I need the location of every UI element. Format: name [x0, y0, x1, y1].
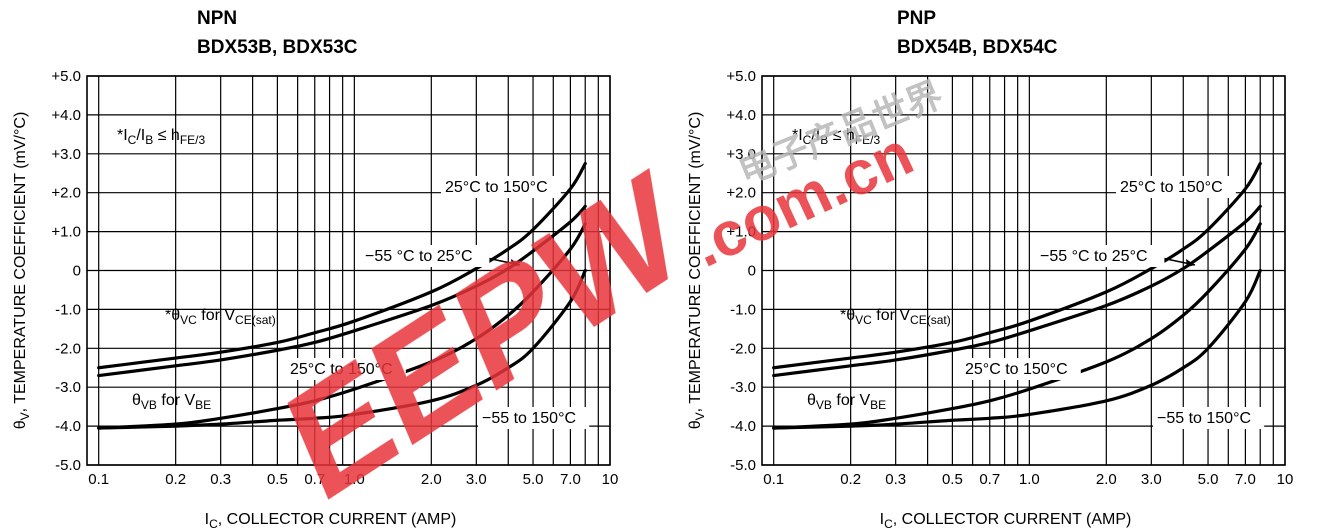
x-tick-label: 1.0: [344, 471, 365, 488]
y-tick-label: +5.0: [51, 68, 81, 85]
x-tick-label: 0.3: [885, 471, 906, 488]
series-line-0: [97, 161, 587, 370]
annotation-label: 25°C to 150°C: [445, 179, 548, 196]
x-tick-label: 5.0: [1198, 471, 1219, 488]
annotation-label: θVB for VBE: [132, 392, 211, 412]
annotation-label: *θVC for VCE(sat): [840, 307, 951, 327]
leader-arrowhead: [511, 259, 520, 267]
annotation-bg: [1153, 407, 1265, 429]
y-tick-label: -1.0: [730, 301, 756, 318]
y-tick-label: +3.0: [726, 146, 756, 163]
y-tick-label: -1.0: [55, 301, 81, 318]
annotation-label: *θVC for VCE(sat): [165, 307, 276, 327]
x-tick-label: 2.0: [1096, 471, 1117, 488]
annotation-label: −55 °C to 25°C: [1040, 248, 1148, 265]
chart-pnp: PNP BDX54B, BDX54C +5.0 +4.0 +3.0 +2.0 +1.0 0 -1…: [687, 8, 1293, 531]
annotation-label: −55 °C to 25°C: [365, 248, 473, 265]
y-tick-label: 0: [748, 263, 756, 280]
y-axis-label: θV, TEMPERATURE COEFFICIENT (mV/°C): [687, 112, 707, 430]
y-tick-label: +2.0: [726, 185, 756, 202]
x-axis-label: IC, COLLECTOR CURRENT (AMP): [205, 511, 457, 531]
series-line-1: [97, 204, 587, 378]
x-tick-label: 0.2: [840, 471, 861, 488]
x-tick-label: 2.0: [421, 471, 442, 488]
annotation-label: −55 to 150°C: [482, 410, 576, 427]
x-tick-label: 10: [1277, 471, 1294, 488]
annotation-bg: [961, 358, 1081, 380]
annotation-bg: [1116, 176, 1236, 198]
y-tick-label: +5.0: [726, 68, 756, 85]
y-tick-label: -2.0: [730, 340, 756, 357]
chart-title: PNP: [897, 8, 936, 29]
y-tick-label: +4.0: [51, 107, 81, 124]
y-tick-label: -2.0: [55, 340, 81, 357]
series-line-3: [772, 268, 1262, 430]
y-tick-label: 0: [73, 263, 81, 280]
annotation-label: −55 to 150°C: [1157, 410, 1251, 427]
chart-title: NPN: [197, 8, 237, 29]
x-tick-label: 0.1: [763, 471, 784, 488]
x-tick-label: 0.5: [267, 471, 288, 488]
x-tick-label: 1.0: [1019, 471, 1040, 488]
condition-label: *IC/IB ≤ hFE/3: [792, 127, 880, 147]
y-tick-label: +1.0: [726, 224, 756, 241]
y-axis-label: θV, TEMPERATURE COEFFICIENT (mV/°C): [12, 112, 32, 430]
y-tick-label: -5.0: [730, 457, 756, 474]
y-tick-label: -3.0: [730, 379, 756, 396]
y-tick-label: -4.0: [730, 418, 756, 435]
x-tick-label: 0.3: [210, 471, 231, 488]
annotation-label: 25°C to 150°C: [290, 361, 393, 378]
annotation-bg: [361, 245, 490, 267]
chart-npn: NPN BDX53B, BDX53C +5.0 +4.0 +3.0 +2.0 +1.0 0 -1…: [12, 8, 618, 531]
plot-frame: [86, 75, 611, 466]
plot-frame: [761, 75, 1286, 466]
x-tick-label: 7.0: [1235, 471, 1256, 488]
x-tick-label: 3.0: [1141, 471, 1162, 488]
annotation-label: 25°C to 150°C: [1120, 179, 1223, 196]
y-tick-label: -3.0: [55, 379, 81, 396]
x-tick-label: 10: [602, 471, 619, 488]
y-tick-label: +3.0: [51, 146, 81, 163]
series-line-0: [772, 161, 1262, 370]
x-tick-label: 7.0: [560, 471, 581, 488]
x-tick-label: 0.5: [942, 471, 963, 488]
x-tick-label: 0.7: [979, 471, 1000, 488]
series-line-3: [97, 268, 587, 430]
y-tick-label: +4.0: [726, 107, 756, 124]
x-tick-label: 3.0: [466, 471, 487, 488]
series-line-1: [772, 204, 1262, 378]
chart-subtitle: BDX54B, BDX54C: [897, 37, 1058, 58]
annotation-bg: [1036, 245, 1165, 267]
x-axis-label: IC, COLLECTOR CURRENT (AMP): [880, 511, 1132, 531]
x-tick-label: 0.7: [304, 471, 325, 488]
x-tick-label: 0.1: [88, 471, 109, 488]
leader-arrowhead: [1186, 259, 1195, 267]
annotation-bg: [441, 176, 561, 198]
chart-subtitle: BDX53B, BDX53C: [197, 37, 358, 58]
y-tick-label: +1.0: [51, 224, 81, 241]
annotation-bg: [286, 358, 406, 380]
x-tick-label: 5.0: [523, 471, 544, 488]
y-tick-label: -4.0: [55, 418, 81, 435]
y-tick-label: +2.0: [51, 185, 81, 202]
annotation-label: 25°C to 150°C: [965, 361, 1068, 378]
x-tick-label: 0.2: [165, 471, 186, 488]
annotation-label: θVB for VBE: [807, 392, 886, 412]
condition-label: *IC/IB ≤ hFE/3: [117, 127, 205, 147]
y-tick-label: -5.0: [55, 457, 81, 474]
annotation-bg: [478, 407, 590, 429]
